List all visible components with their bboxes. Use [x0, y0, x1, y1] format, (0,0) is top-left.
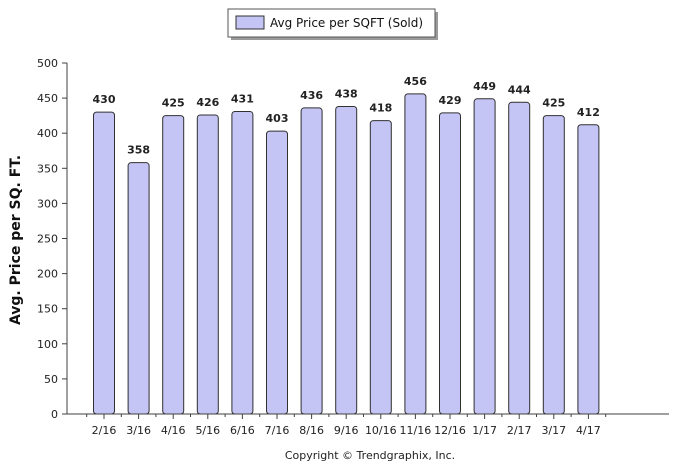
y-tick-label: 250 — [37, 233, 58, 246]
x-tick-label: 12/16 — [434, 424, 466, 437]
x-tick-label: 1/17 — [472, 424, 497, 437]
y-axis-label: Avg. Price per SQ. FT. — [8, 155, 24, 325]
bar — [508, 101, 531, 415]
bar — [404, 93, 427, 415]
legend-label: Avg Price per SQFT (Sold) — [270, 16, 423, 30]
x-tick-label: 2/17 — [507, 424, 532, 437]
x-tick-label: 10/16 — [365, 424, 397, 437]
data-label: 429 — [439, 94, 462, 107]
data-label: 449 — [473, 80, 496, 93]
data-label: 426 — [196, 96, 219, 109]
data-label: 425 — [542, 97, 565, 110]
x-tick-label: 8/16 — [299, 424, 324, 437]
bars — [93, 93, 600, 415]
x-tick-label: 4/17 — [576, 424, 601, 437]
bar — [300, 107, 323, 415]
data-label: 431 — [231, 92, 254, 105]
y-tick-label: 0 — [51, 408, 58, 421]
x-tick-label: 5/16 — [195, 424, 220, 437]
x-tick-label: 7/16 — [265, 424, 290, 437]
y-tick-label: 150 — [37, 303, 58, 316]
data-label: 358 — [127, 144, 150, 157]
y-tick-label: 350 — [37, 162, 58, 175]
data-label: 438 — [335, 88, 358, 101]
y-tick-label: 450 — [37, 92, 58, 105]
y-axis-ticks: 0 50 100 150 200 250 300 350 400 450 500 — [37, 57, 67, 421]
bar — [162, 115, 185, 415]
data-label: 425 — [162, 97, 185, 110]
bar — [266, 130, 288, 415]
legend: Avg Price per SQFT (Sold) — [227, 8, 438, 40]
y-tick-label: 400 — [37, 127, 58, 140]
x-tick-label: 6/16 — [230, 424, 255, 437]
bar — [473, 98, 496, 415]
copyright-credit: Copyright © Trendgraphix, Inc. — [285, 449, 455, 462]
data-label: 403 — [266, 112, 289, 125]
x-tick-label: 9/16 — [334, 424, 359, 437]
x-tick-label: 4/16 — [161, 424, 186, 437]
x-axis-ticks: 2/16 3/16 4/16 5/16 6/16 7/16 8/16 9/16 10/16 11/… — [86, 414, 607, 437]
bar — [369, 120, 392, 415]
y-tick-label: 200 — [37, 268, 58, 281]
data-label: 436 — [300, 89, 323, 102]
y-tick-label: 300 — [37, 197, 58, 210]
bar — [577, 124, 600, 415]
bar — [93, 111, 115, 415]
bar — [196, 114, 219, 415]
data-labels: 430 358 425 426 431 403 436 438 418 456 429 449 444 4… — [93, 75, 600, 157]
bar — [231, 110, 254, 415]
data-label: 430 — [93, 93, 116, 106]
y-tick-label: 100 — [37, 338, 58, 351]
x-tick-label: 3/16 — [126, 424, 151, 437]
data-label: 418 — [369, 102, 392, 115]
bar — [542, 115, 565, 415]
bar — [439, 112, 461, 415]
data-label: 456 — [404, 75, 427, 88]
data-label: 444 — [508, 83, 531, 96]
x-tick-label: 2/16 — [92, 424, 117, 437]
bar — [127, 162, 150, 415]
x-tick-label: 11/16 — [400, 424, 432, 437]
legend-swatch — [235, 15, 265, 30]
x-tick-label: 3/17 — [541, 424, 566, 437]
data-label: 412 — [577, 106, 600, 119]
y-tick-label: 500 — [37, 57, 58, 70]
y-tick-label: 50 — [44, 373, 58, 386]
bar — [335, 106, 358, 415]
